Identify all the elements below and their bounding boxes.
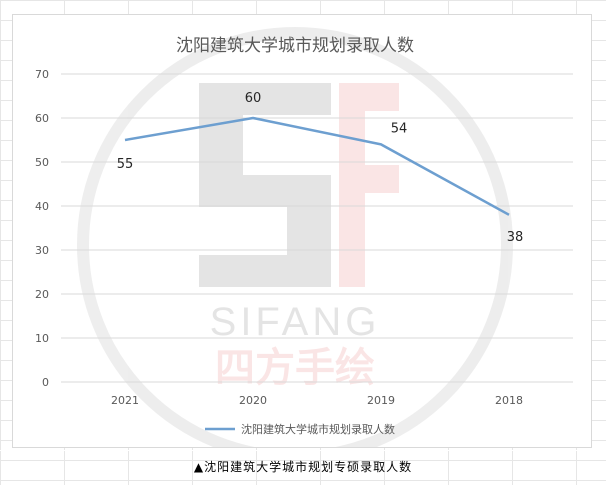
data-label: 60 [245,91,262,106]
chart-frame[interactable]: SIFANG 四方手绘 沈阳建筑大学城市规划录取人数 0 10 20 30 40 50 60… [12,14,592,448]
watermark-chinese: 四方手绘 [215,345,375,391]
x-axis-ticks: 2021 2020 2019 2018 [111,394,523,407]
y-axis-ticks: 0 10 20 30 40 50 60 70 [35,68,49,389]
y-tick-label: 70 [35,68,49,81]
legend-label: 沈阳建筑大学城市规划录取人数 [241,422,395,436]
data-label: 54 [391,121,408,136]
figure-caption: ▲沈阳建筑大学城市规划专硕录取人数 [0,452,606,482]
y-tick-label: 10 [35,332,49,345]
series-layer [124,116,510,216]
data-label: 38 [507,230,524,245]
x-tick-label: 2021 [111,394,139,407]
x-tick-label: 2020 [239,394,267,407]
caption-marker: ▲ [193,460,205,474]
data-labels: 55 60 54 38 [117,91,524,245]
data-label: 55 [117,157,134,172]
y-tick-label: 60 [35,112,49,125]
legend[interactable]: 沈阳建筑大学城市规划录取人数 [205,422,395,436]
y-tick-label: 30 [35,244,49,257]
grid-lines [61,73,573,383]
x-tick-label: 2019 [367,394,395,407]
watermark: SIFANG 四方手绘 [77,27,513,447]
sifang-logo-icon [199,83,399,287]
series-line [124,116,510,216]
y-tick-label: 40 [35,200,49,213]
chart-title: 沈阳建筑大学城市规划录取人数 [176,36,414,56]
watermark-ring [77,27,513,447]
caption-text: 沈阳建筑大学城市规划专硕录取人数 [204,460,413,474]
y-tick-label: 0 [42,376,49,389]
x-tick-label: 2018 [495,394,523,407]
y-tick-label: 50 [35,156,49,169]
watermark-brand: SIFANG [210,300,381,344]
y-tick-label: 20 [35,288,49,301]
line-chart: SIFANG 四方手绘 沈阳建筑大学城市规划录取人数 0 10 20 30 40 50 60… [35,27,573,447]
divider [0,450,606,451]
